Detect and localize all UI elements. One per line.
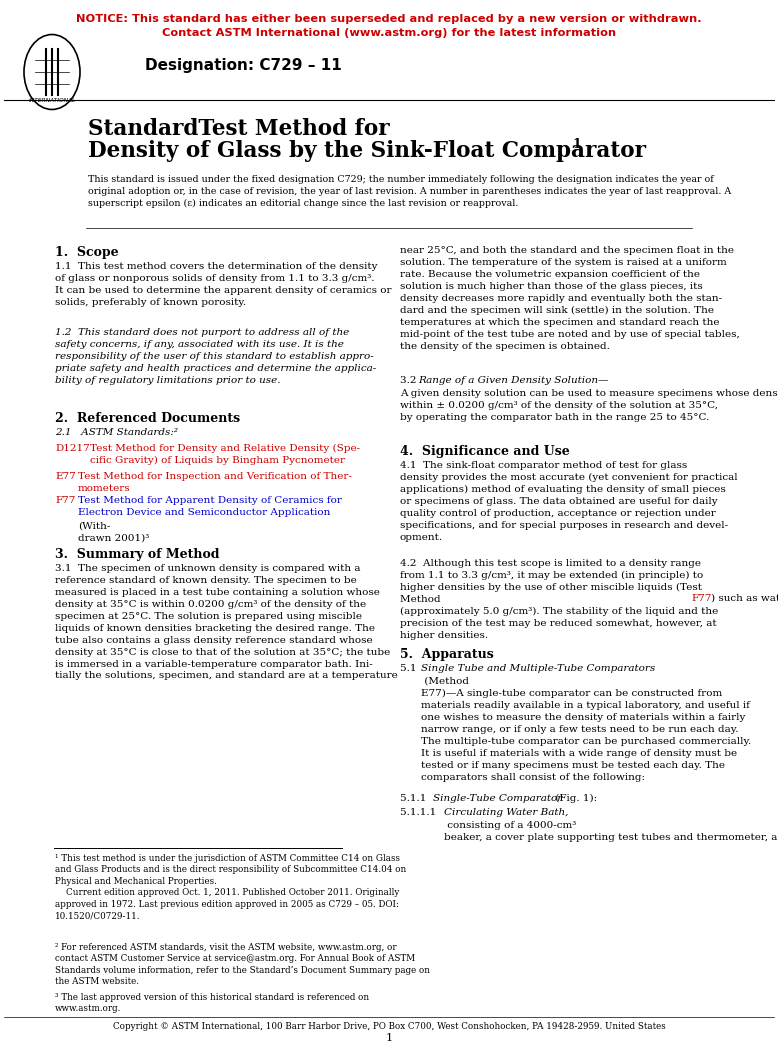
Text: Designation: C729 – 11: Designation: C729 – 11 (145, 58, 342, 73)
Text: near 25°C, and both the standard and the specimen float in the
solution. The tem: near 25°C, and both the standard and the… (400, 246, 740, 351)
Text: 1.1  This test method covers the determination of the density
of glass or nonpor: 1.1 This test method covers the determin… (55, 262, 391, 307)
Text: 5.  Apparatus: 5. Apparatus (400, 648, 494, 661)
Text: consisting of a 4000-cm³
beaker, a cover plate supporting test tubes and thermom: consisting of a 4000-cm³ beaker, a cover… (444, 821, 777, 842)
Text: Test Method for Inspection and Verification of Ther-
mometers: Test Method for Inspection and Verificat… (78, 472, 352, 493)
Text: 4.1  The sink-float comparator method of test for glass
density provides the mos: 4.1 The sink-float comparator method of … (400, 461, 738, 542)
Text: Circulating Water Bath,: Circulating Water Bath, (444, 808, 569, 817)
Text: F77: F77 (55, 496, 75, 505)
Text: INTERNATIONAL: INTERNATIONAL (28, 98, 75, 103)
Text: 3.1  The specimen of unknown density is compared with a
reference standard of kn: 3.1 The specimen of unknown density is c… (55, 564, 398, 681)
Text: 2.1   ASTM Standards:²: 2.1 ASTM Standards:² (55, 428, 178, 437)
Text: 3.  Summary of Method: 3. Summary of Method (55, 548, 219, 561)
Text: F77: F77 (691, 594, 711, 603)
Text: (approximately 5.0 g/cm³). The stability of the liquid and the
precision of the : (approximately 5.0 g/cm³). The stability… (400, 607, 718, 640)
Text: ³ The last approved version of this historical standard is referenced on
www.ast: ³ The last approved version of this hist… (55, 993, 369, 1014)
Text: E77: E77 (55, 472, 75, 481)
Text: ² For referenced ASTM standards, visit the ASTM website, www.astm.org, or
contac: ² For referenced ASTM standards, visit t… (55, 943, 430, 987)
Text: NOTICE: This standard has either been superseded and replaced by a new version o: NOTICE: This standard has either been su… (76, 14, 702, 24)
Text: D1217: D1217 (55, 445, 89, 453)
Text: This standard is issued under the fixed designation C729; the number immediately: This standard is issued under the fixed … (88, 175, 731, 208)
Text: 3.2: 3.2 (400, 376, 423, 385)
Text: 1.  Scope: 1. Scope (55, 246, 118, 259)
Text: 5.1.1: 5.1.1 (400, 794, 433, 803)
Text: A given density solution can be used to measure specimens whose density is
withi: A given density solution can be used to … (400, 389, 778, 422)
Text: StandardTest Method for: StandardTest Method for (88, 118, 390, 139)
Text: 1: 1 (572, 138, 580, 151)
Text: 1: 1 (385, 1033, 393, 1041)
Text: (Method
E77)—A single-tube comparator can be constructed from
materials readily : (Method E77)—A single-tube comparator ca… (421, 677, 752, 782)
Text: Single Tube and Multiple-Tube Comparators: Single Tube and Multiple-Tube Comparator… (421, 664, 655, 672)
Text: Single-Tube Comparator: Single-Tube Comparator (433, 794, 562, 803)
Text: Test Method for Apparent Density of Ceramics for
Electron Device and Semiconduct: Test Method for Apparent Density of Cera… (78, 496, 342, 517)
Text: Copyright © ASTM International, 100 Barr Harbor Drive, PO Box C700, West Conshoh: Copyright © ASTM International, 100 Barr… (113, 1022, 665, 1031)
Text: 1.2  This standard does not purport to address all of the
safety concerns, if an: 1.2 This standard does not purport to ad… (55, 328, 377, 385)
Text: Test Method for Density and Relative Density (Spe-
cific Gravity) of Liquids by : Test Method for Density and Relative Den… (90, 445, 360, 465)
Text: 5.1.1.1: 5.1.1.1 (400, 808, 443, 817)
Text: 4.2  Although this test scope is limited to a density range
from 1.1 to 3.3 g/cm: 4.2 Although this test scope is limited … (400, 559, 703, 604)
Text: ) such as water and thallium malonate-formate: ) such as water and thallium malonate-fo… (711, 594, 778, 603)
Text: Contact ASTM International (www.astm.org) for the latest information: Contact ASTM International (www.astm.org… (162, 28, 616, 39)
Text: (Fig. 1):: (Fig. 1): (552, 794, 598, 803)
Text: ¹ This test method is under the jurisdiction of ASTM Committee C14 on Glass
and : ¹ This test method is under the jurisdic… (55, 854, 406, 920)
Text: (With-
drawn 2001)³: (With- drawn 2001)³ (78, 522, 149, 543)
Text: 5.1: 5.1 (400, 664, 423, 672)
Text: 4.  Significance and Use: 4. Significance and Use (400, 445, 569, 458)
Text: Range of a Given Density Solution—: Range of a Given Density Solution— (418, 376, 608, 385)
Text: 2.  Referenced Documents: 2. Referenced Documents (55, 412, 240, 425)
Text: Density of Glass by the Sink-Float Comparator: Density of Glass by the Sink-Float Compa… (88, 139, 646, 162)
